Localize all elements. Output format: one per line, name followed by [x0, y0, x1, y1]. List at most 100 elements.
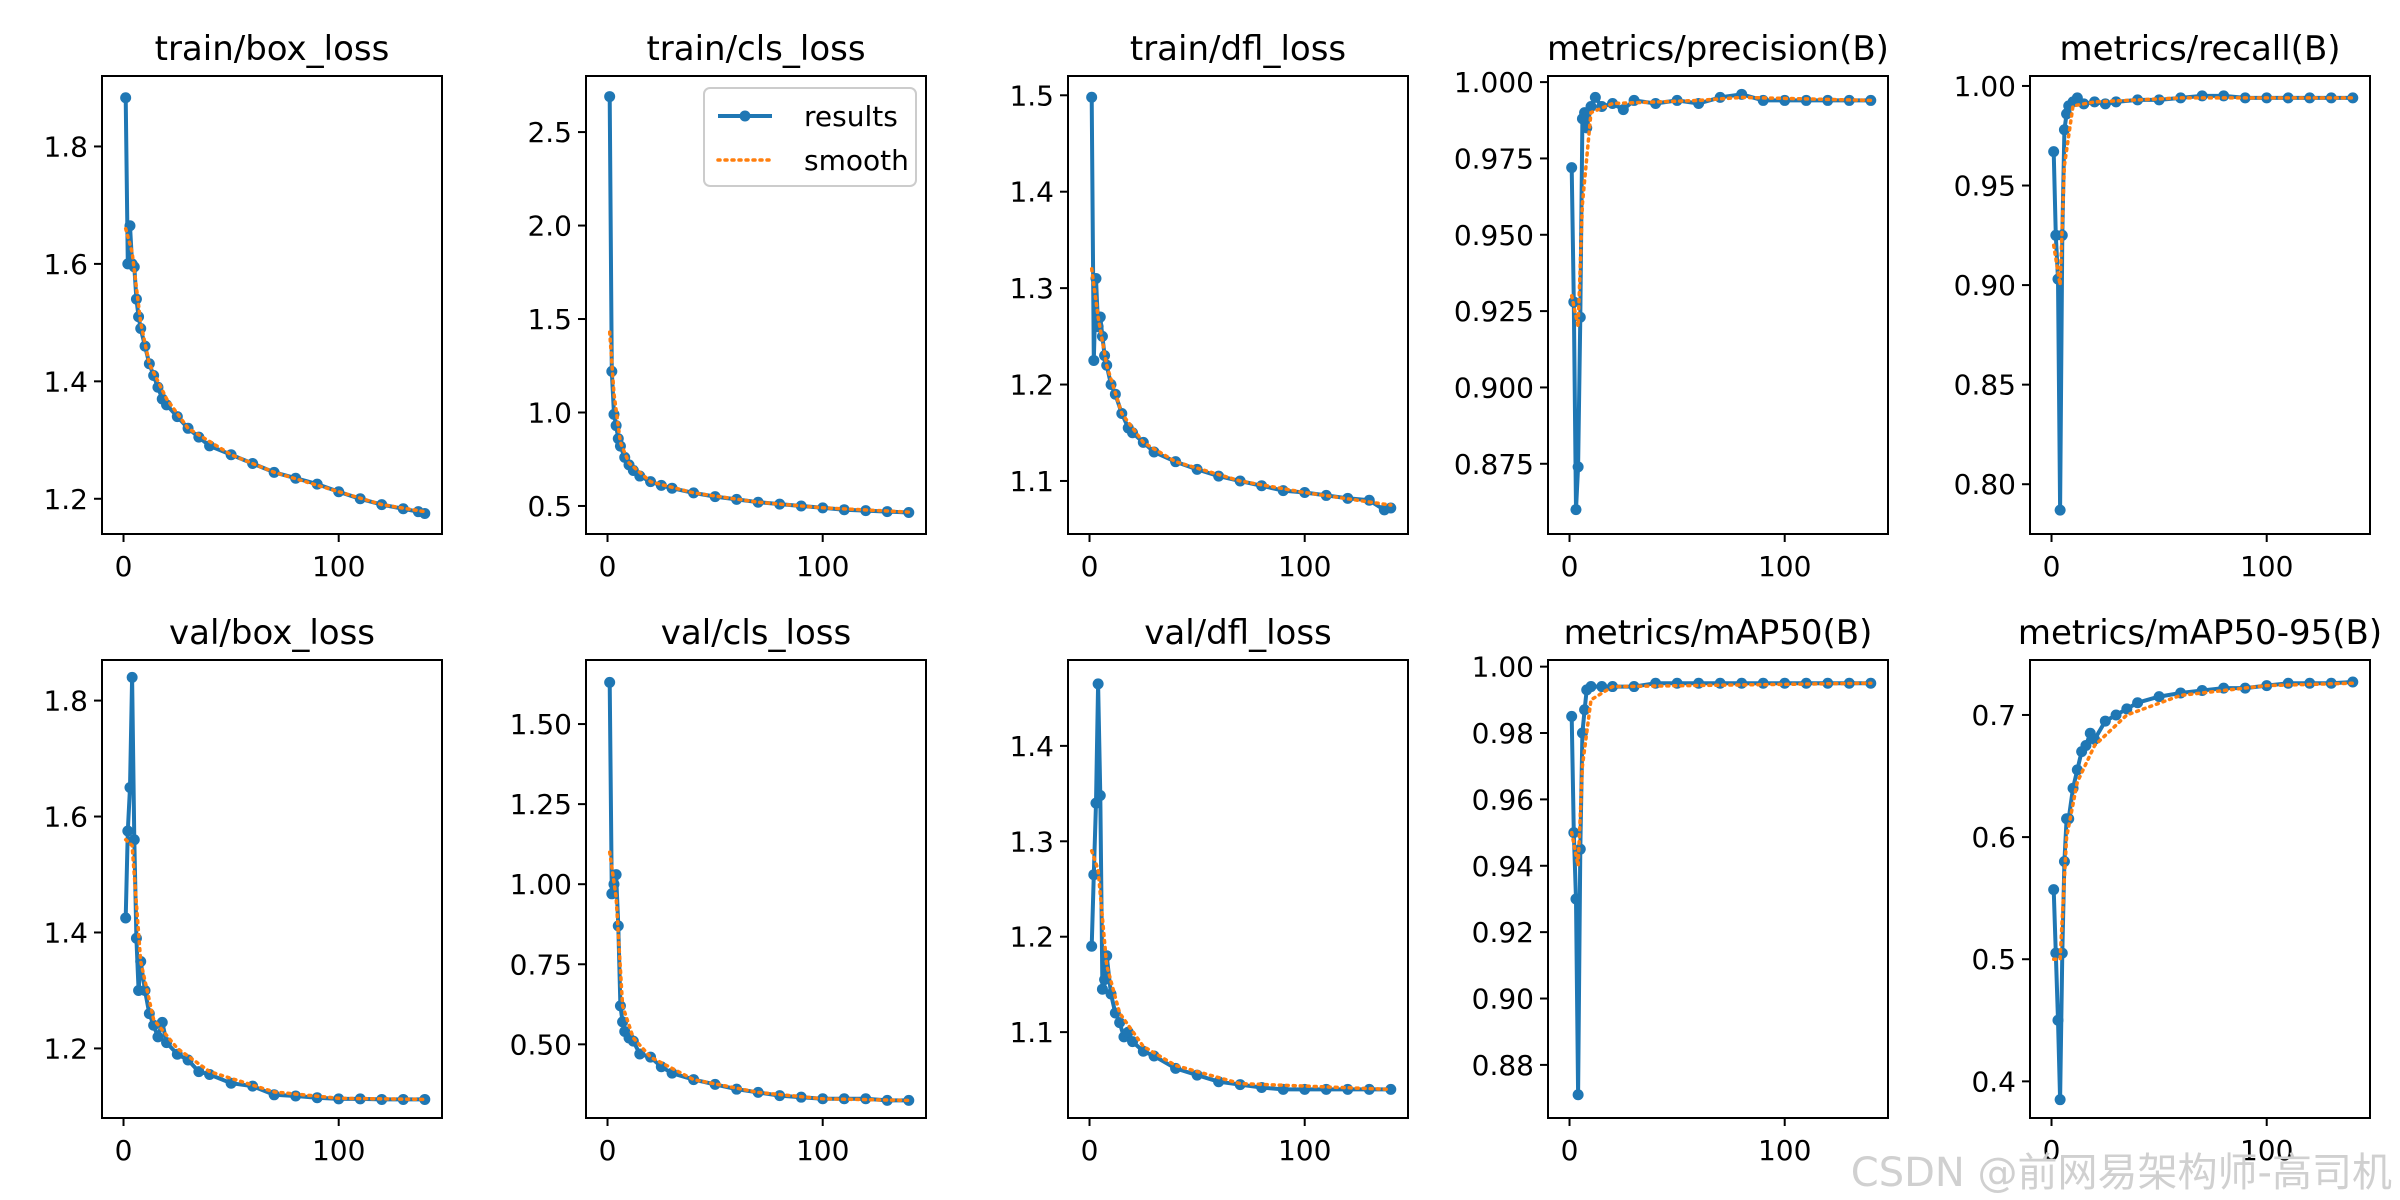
y-tick-label: 1.4: [1009, 176, 1054, 209]
axes-frame: [1547, 659, 1889, 1119]
results-point: [120, 92, 132, 104]
y-tick-label: 2.5: [527, 116, 572, 149]
subplot-title: val/box_loss: [169, 613, 375, 653]
subplot: train/cls_loss 0 100 0.5 1.0 1.5 2.0 2.5 results…: [527, 29, 927, 583]
subplot-title: train/dfl_loss: [1130, 29, 1346, 69]
results-point: [1099, 974, 1111, 986]
y-tick-label: 0.5: [1971, 943, 2016, 976]
results-point: [1570, 893, 1582, 905]
results-point: [1213, 1076, 1225, 1088]
results-series-line: [1089, 97, 1392, 512]
y-tick-label: 1.6: [43, 801, 88, 834]
results-point: [1114, 1017, 1126, 1029]
legend: results smooth: [703, 87, 917, 187]
results-point: [122, 825, 134, 837]
results-point: [731, 493, 743, 505]
y-tick-label: 0.5: [527, 490, 572, 523]
axes-frame: [1067, 75, 1409, 535]
x-tick-label: 100: [312, 550, 365, 583]
x-tick-label: 0: [1561, 1134, 1579, 1167]
x-tick-label: 0: [2043, 1134, 2061, 1167]
results-point: [1566, 710, 1578, 722]
legend-results-label: results: [804, 100, 898, 133]
results-point: [634, 1048, 646, 1060]
y-tick-label: 1.6: [43, 248, 88, 281]
y-tick-label: 0.92: [1472, 916, 1534, 949]
axes-frame: [101, 75, 443, 535]
results-point: [2132, 697, 2144, 709]
results-point: [1779, 94, 1791, 106]
results-point: [1148, 1050, 1160, 1062]
y-tick-label: 0.95: [1954, 170, 2016, 203]
y-tick-label: 0.6: [1971, 821, 2016, 854]
subplot-title: metrics/mAP50(B): [1564, 613, 1873, 653]
results-point: [2110, 709, 2122, 721]
results-series-line: [2051, 680, 2353, 1102]
results-series-line: [1089, 681, 1391, 1092]
results-point: [2121, 703, 2133, 715]
y-tick-label: 1.3: [1009, 272, 1054, 305]
subplot: train/dfl_loss 0 100 1.1 1.2 1.3 1.4 1.5: [1009, 29, 1409, 583]
results-series-line: [1569, 92, 1871, 512]
axes-frame: [585, 75, 927, 535]
results-point: [419, 1093, 431, 1105]
axes-frame: [2029, 659, 2371, 1119]
x-tick-label: 0: [115, 1134, 133, 1167]
results-point: [2099, 715, 2111, 727]
y-tick-label: 1.4: [43, 916, 88, 949]
smooth-series-line: [2051, 681, 2355, 961]
results-point: [2052, 1014, 2064, 1026]
y-tick-label: 1.00: [1472, 651, 1534, 684]
subplot: metrics/precision(B) 0 100 0.875 0.900 0.925 0…: [1454, 29, 1889, 583]
results-point: [2218, 90, 2230, 102]
results-point: [1589, 91, 1601, 103]
results-point: [1086, 940, 1098, 952]
axes-frame: [101, 659, 443, 1119]
results-point: [290, 1090, 302, 1102]
results-point: [2196, 90, 2208, 102]
results-point: [152, 1031, 164, 1043]
x-tick-label: 0: [1561, 550, 1579, 583]
results-point: [1099, 350, 1111, 362]
results-point: [604, 91, 616, 103]
results-point: [2054, 504, 2066, 516]
smooth-series-line: [1569, 681, 1873, 867]
y-tick-label: 1.00: [1954, 70, 2016, 103]
results-point: [193, 1066, 205, 1078]
x-tick-label: 100: [796, 1134, 849, 1167]
y-tick-label: 0.90: [1472, 983, 1534, 1016]
subplot: val/cls_loss 0 100 0.50 0.75 1.00 1.25 1.50: [510, 613, 927, 1167]
results-point: [606, 365, 618, 377]
x-tick-label: 100: [2240, 550, 2293, 583]
results-point: [2058, 124, 2070, 136]
y-tick-label: 1.5: [1009, 79, 1054, 112]
subplot-title: train/cls_loss: [646, 29, 865, 69]
x-tick-label: 0: [1081, 1134, 1099, 1167]
smooth-series-line: [2051, 96, 2355, 286]
results-point: [1088, 354, 1100, 366]
results-point: [1094, 789, 1106, 801]
results-point: [1585, 681, 1597, 693]
y-tick-label: 0.50: [510, 1028, 572, 1061]
results-point: [1714, 677, 1726, 689]
y-tick-label: 1.2: [1009, 369, 1054, 402]
results-point: [612, 920, 624, 932]
legend-results-marker: [739, 110, 751, 122]
results-series-line: [1569, 681, 1871, 1097]
results-point: [1127, 1036, 1139, 1048]
y-tick-label: 1.0: [527, 396, 572, 429]
x-tick-label: 100: [1758, 1134, 1811, 1167]
results-point: [128, 261, 140, 273]
results-point: [1572, 461, 1584, 473]
y-tick-label: 1.1: [1009, 465, 1054, 498]
y-tick-label: 0.75: [510, 948, 572, 981]
y-tick-label: 0.85: [1954, 369, 2016, 402]
subplot: val/box_loss 0 100 1.2 1.4 1.6 1.8: [43, 613, 443, 1167]
results-point: [1566, 162, 1578, 174]
y-tick-label: 0.950: [1454, 219, 1534, 252]
results-point: [604, 676, 616, 688]
y-tick-label: 0.94: [1472, 850, 1534, 883]
results-point: [1086, 91, 1098, 103]
results-point: [1570, 504, 1582, 516]
